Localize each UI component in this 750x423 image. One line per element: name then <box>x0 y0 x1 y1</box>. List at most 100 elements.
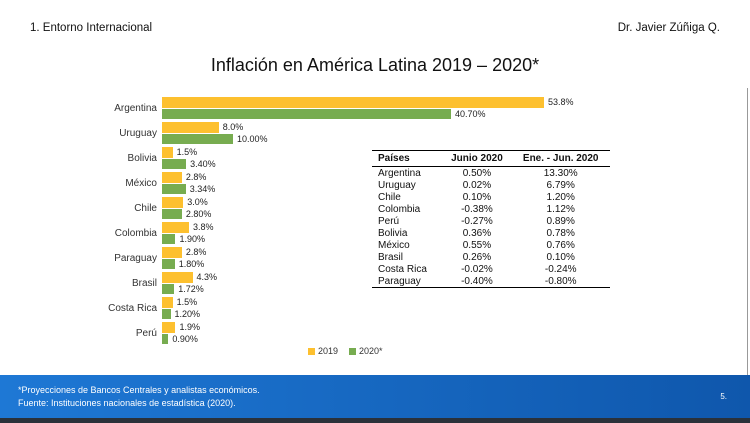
bar-2020-Uruguay <box>162 133 233 144</box>
table-cell: Costa Rica <box>378 263 427 275</box>
bar-2019-Uruguay <box>162 122 219 133</box>
table-header-cell: Junio 2020 <box>442 150 512 167</box>
author-name: Dr. Javier Zúñiga Q. <box>617 22 720 34</box>
legend-label: 2019 <box>318 346 339 356</box>
table-cell: 1.20% <box>546 191 575 203</box>
table-cell: 0.10% <box>546 251 575 263</box>
bar-2019-Costa Rica <box>162 297 173 308</box>
category-label: Colombia <box>114 228 157 239</box>
table-cell: Perú <box>378 215 400 227</box>
value-label: 40.70% <box>454 108 486 119</box>
table-row: Chile 0.10% 1.20% <box>372 191 610 203</box>
bar-2019-México <box>162 172 182 183</box>
chart-group: Argentina 53.8% 40.70% <box>83 97 574 120</box>
table-row: Costa Rica -0.02% -0.24% <box>372 263 610 275</box>
footer-note-projections: *Proyecciones de Bancos Centrales y anal… <box>18 385 260 395</box>
table-row: México 0.55% 0.76% <box>372 239 610 251</box>
chart-group: Bolivia 1.5% 3.40% <box>83 147 574 170</box>
value-label: 4.3% <box>196 272 218 283</box>
table-cell: 0.76% <box>546 239 575 251</box>
value-label: 0.90% <box>172 333 198 344</box>
footer-banner: *Proyecciones de Bancos Centrales y anal… <box>0 375 750 418</box>
table-cell: 0.50% <box>462 167 492 179</box>
table-cell: Colombia <box>378 203 421 215</box>
legend-item: 2020* <box>349 346 383 356</box>
table-cell: 0.02% <box>462 179 492 191</box>
bar-2020-Perú <box>162 333 169 344</box>
bar-2019-Brasil <box>162 272 193 283</box>
slide-edge-line <box>747 88 748 378</box>
table-cell: 0.55% <box>462 239 492 251</box>
chart-group: Colombia 3.8% 1.90% <box>83 222 574 245</box>
value-label: 2.80% <box>185 208 212 219</box>
chart-group: Uruguay 8.0% 10.00% <box>83 122 574 145</box>
bar-2020-Argentina <box>162 108 451 119</box>
bar-2020-Paraguay <box>162 258 175 269</box>
table-cell: Bolivia <box>378 227 408 239</box>
chart-group: Paraguay 2.8% 1.80% <box>83 247 574 270</box>
table-cell: -0.27% <box>461 215 493 227</box>
value-label: 3.34% <box>189 183 216 194</box>
value-label: 3.0% <box>187 197 208 208</box>
table-row: Argentina 0.50% 13.30% <box>372 167 610 180</box>
category-label: Paraguay <box>114 253 157 264</box>
inflation-table: Países Junio 2020 Ene. - Jun. 2020 Argenti… <box>372 150 610 288</box>
table-cell: -0.40% <box>442 275 512 288</box>
chart-group: México 2.8% 3.34% <box>83 172 574 195</box>
table-header-cell: Ene. - Jun. 2020 <box>511 150 610 167</box>
legend-label: 2020* <box>359 346 383 356</box>
value-label: 1.72% <box>178 283 204 294</box>
bar-2020-Colombia <box>162 233 176 244</box>
value-label: 1.80% <box>178 258 205 269</box>
table-body: Argentina 0.50% 13.30% Uruguay 0.02% 6.79% Chi… <box>372 167 610 288</box>
bottom-strip <box>0 418 750 423</box>
table-cell: Argentina <box>378 167 421 179</box>
bar-chart: Argentina 53.8% 40.70% Uruguay 8.0% 10.00% Bol… <box>83 97 574 347</box>
value-label: 2.8% <box>185 172 207 183</box>
legend-swatch-icon <box>349 347 357 355</box>
table-cell: 0.89% <box>546 215 575 227</box>
value-label: 1.5% <box>176 297 198 308</box>
table-row: Perú -0.27% 0.89% <box>372 215 610 227</box>
table-cell: 6.79% <box>546 179 575 191</box>
category-label: Uruguay <box>119 128 157 139</box>
value-label: 53.8% <box>547 97 574 108</box>
table-cell: México <box>378 239 410 251</box>
value-label: 1.9% <box>179 322 200 333</box>
table-cell: 1.12% <box>546 203 575 215</box>
table-row: Colombia -0.38% 1.12% <box>372 203 610 215</box>
chart-group: Chile 3.0% 2.80% <box>83 197 574 220</box>
slide-title: Inflación en América Latina 2019 – 2020* <box>210 55 540 75</box>
value-label: 2.8% <box>185 247 207 258</box>
bar-2020-Brasil <box>162 283 175 294</box>
table-cell: -0.80% <box>511 275 610 288</box>
table-cell: 13.30% <box>543 167 578 179</box>
legend-swatch-icon <box>308 347 315 355</box>
table-cell: -0.24% <box>544 263 577 275</box>
table-row: Bolivia 0.36% 0.78% <box>372 227 610 239</box>
value-label: 3.40% <box>190 158 216 169</box>
chart-group: Perú 1.9% 0.90% <box>83 322 574 345</box>
value-label: 3.8% <box>192 222 214 233</box>
page-number: 5. <box>720 392 727 401</box>
table-cell: Paraguay <box>372 275 443 288</box>
table-row: Brasil 0.26% 0.10% <box>372 251 610 263</box>
value-label: 1.20% <box>174 308 201 319</box>
category-label: Chile <box>134 203 157 214</box>
value-label: 8.0% <box>222 122 244 133</box>
bar-2019-Paraguay <box>162 247 182 258</box>
legend-item: 2019 <box>308 346 338 356</box>
table-cell: Chile <box>378 191 401 203</box>
bar-2020-Bolivia <box>162 158 187 169</box>
value-label: 1.90% <box>179 233 206 244</box>
bar-2019-Bolivia <box>162 147 173 158</box>
value-label: 10.00% <box>237 133 268 144</box>
chart-group: Brasil 4.3% 1.72% <box>83 272 574 295</box>
category-label: Costa Rica <box>108 303 157 314</box>
table-header: Países Junio 2020 Ene. - Jun. 2020 <box>372 150 610 167</box>
section-label: 1. Entorno Internacional <box>30 22 153 34</box>
category-label: Brasil <box>131 278 157 289</box>
footer-notes: *Proyecciones de Bancos Centrales y anal… <box>18 384 260 409</box>
table-cell: -0.02% <box>461 263 493 275</box>
